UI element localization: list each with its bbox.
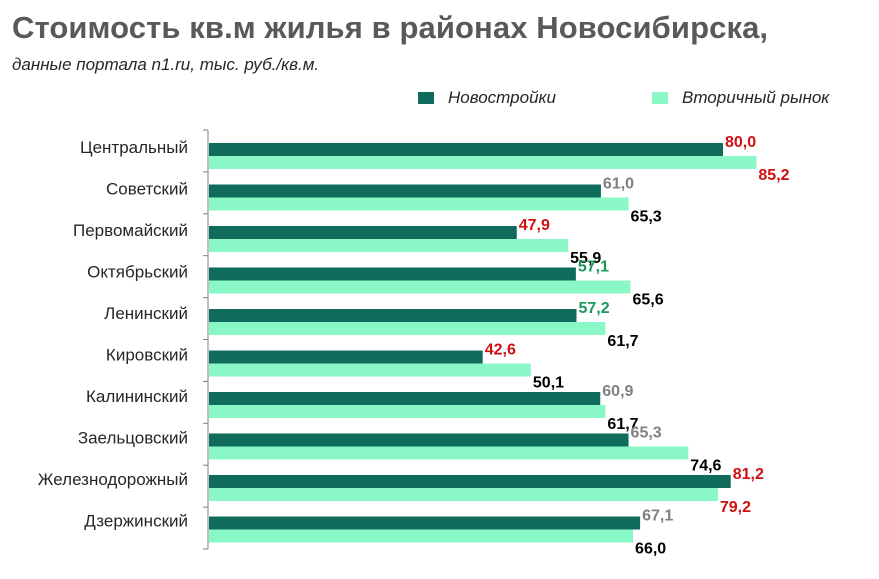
- legend-label-secondary: Вторичный рынок: [682, 88, 830, 107]
- bar-new: [209, 516, 641, 530]
- bar-new: [209, 433, 629, 447]
- data-label-new: 57,1: [578, 259, 609, 276]
- category-label: Центральный: [80, 138, 188, 157]
- chart-title: Стоимость кв.м жилья в районах Новосибир…: [12, 10, 769, 45]
- data-label-secondary: 66,0: [635, 541, 666, 558]
- data-label-new: 67,1: [642, 508, 673, 525]
- legend-swatch-secondary: [652, 92, 668, 104]
- category-label: Ленинский: [104, 304, 188, 323]
- data-label-secondary: 65,6: [632, 292, 663, 309]
- data-label-new: 80,0: [725, 134, 756, 151]
- bar-new: [209, 143, 723, 156]
- legend-swatch-new: [418, 92, 434, 104]
- data-label-new: 42,6: [485, 342, 516, 359]
- legend-item-secondary: Вторичный рынок: [652, 88, 829, 108]
- bar-new: [209, 309, 577, 322]
- category-label: Советский: [106, 180, 188, 199]
- category-label: Дзержинский: [84, 512, 188, 531]
- bar-secondary: [209, 322, 606, 335]
- data-label-new: 57,2: [579, 300, 610, 317]
- category-label: Железнодорожный: [38, 470, 188, 489]
- data-label-secondary: 61,7: [607, 333, 638, 350]
- data-label-secondary: 55,9: [570, 250, 601, 267]
- data-label-secondary: 50,1: [533, 375, 564, 392]
- data-label-new: 47,9: [519, 217, 550, 234]
- bar-secondary: [209, 239, 569, 252]
- bar-secondary: [209, 156, 757, 169]
- bar-secondary: [209, 488, 718, 501]
- bar-secondary: [209, 405, 606, 418]
- bar-secondary: [209, 446, 689, 460]
- bar-secondary: [209, 363, 531, 377]
- bar-new: [209, 392, 601, 405]
- bar-secondary: [209, 529, 634, 543]
- data-label-new: 60,9: [602, 383, 633, 400]
- data-label-secondary: 85,2: [758, 167, 789, 184]
- bar-secondary: [209, 197, 629, 211]
- category-label: Заельцовский: [78, 429, 188, 448]
- bar-new: [209, 350, 483, 364]
- bar-new: [209, 267, 576, 281]
- category-label: Октябрьский: [87, 263, 188, 282]
- data-label-secondary: 79,2: [720, 499, 751, 516]
- bar-new: [209, 184, 601, 198]
- category-label: Первомайский: [73, 221, 188, 240]
- data-label-new: 81,2: [733, 466, 764, 483]
- data-label-new: 65,3: [631, 425, 662, 442]
- bar-new: [209, 226, 517, 239]
- bar-new: [209, 475, 731, 488]
- category-label: Кировский: [106, 346, 188, 365]
- data-label-secondary: 74,6: [690, 458, 721, 475]
- legend-label-new: Новостройки: [448, 88, 557, 107]
- category-label: Калининский: [86, 387, 188, 406]
- legend-item-new: Новостройки: [418, 88, 556, 108]
- chart-subtitle: данные портала n1.ru, тыс. руб./кв.м.: [12, 55, 320, 74]
- data-label-secondary: 65,3: [631, 209, 662, 226]
- data-label-new: 61,0: [603, 176, 634, 193]
- bar-secondary: [209, 280, 631, 294]
- data-label-secondary: 61,7: [607, 416, 638, 433]
